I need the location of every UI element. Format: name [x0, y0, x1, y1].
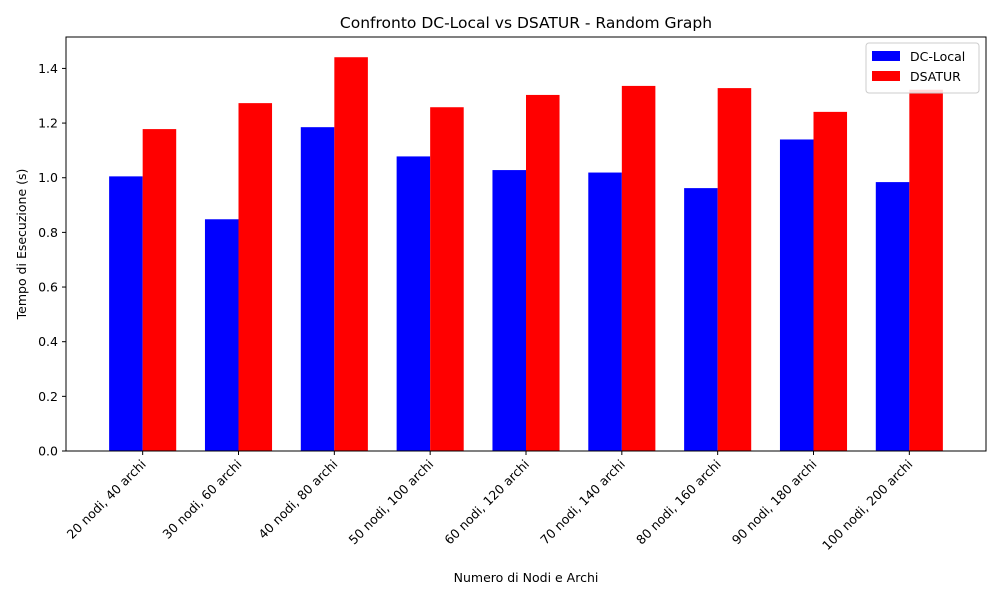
- bar-dsatur-3: [334, 57, 368, 452]
- bar-dc-local-4: [396, 156, 431, 451]
- legend-label-dsatur: DSATUR: [910, 69, 961, 84]
- y-axis-label: Tempo di Esecuzione (s): [14, 169, 29, 321]
- y-axis: 0.0 0.2 0.4 0.6 0.8 1.0 1.2 1.4: [38, 61, 66, 459]
- legend-swatch-dc-local: [872, 51, 900, 61]
- bar-dc-local-8: [779, 139, 814, 451]
- legend-swatch-dsatur: [872, 71, 900, 81]
- bar-dc-local-6: [588, 172, 622, 451]
- bar-dc-local-2: [204, 219, 239, 451]
- bar-dc-local-1: [109, 176, 143, 451]
- bar-dsatur-1: [142, 129, 177, 451]
- bar-dc-local-7: [684, 188, 718, 452]
- y-tick-label: 0.6: [38, 280, 58, 295]
- y-tick-label: 1.0: [38, 170, 58, 185]
- bar-dsatur-6: [621, 85, 656, 451]
- legend: DC-Local DSATUR: [865, 42, 980, 94]
- bar-dsatur-2: [238, 103, 273, 452]
- y-tick-label: 1.2: [38, 116, 58, 131]
- plot-frame: [65, 36, 987, 452]
- y-tick-label: 1.4: [38, 61, 58, 76]
- bar-dsatur-4: [430, 107, 464, 451]
- y-tick-label: 0.8: [38, 225, 58, 240]
- legend-label-dc-local: DC-Local: [910, 49, 965, 64]
- bar-dsatur-9: [909, 89, 943, 451]
- bar-dc-local-3: [300, 127, 335, 451]
- y-tick-label: 0.2: [38, 389, 58, 404]
- bar-dc-local-9: [875, 182, 910, 451]
- y-tick-label: 0.4: [38, 334, 58, 349]
- bar-dsatur-8: [813, 111, 848, 451]
- y-tick-label: 0.0: [38, 444, 58, 459]
- bars-group: [109, 57, 943, 452]
- x-axis-label: Numero di Nodi e Archi: [454, 570, 599, 585]
- bar-dsatur-5: [526, 94, 560, 451]
- bar-dc-local-5: [492, 170, 526, 452]
- bar-dsatur-7: [717, 88, 752, 452]
- chart-title: Confronto DC-Local vs DSATUR - Random Gr…: [340, 14, 712, 32]
